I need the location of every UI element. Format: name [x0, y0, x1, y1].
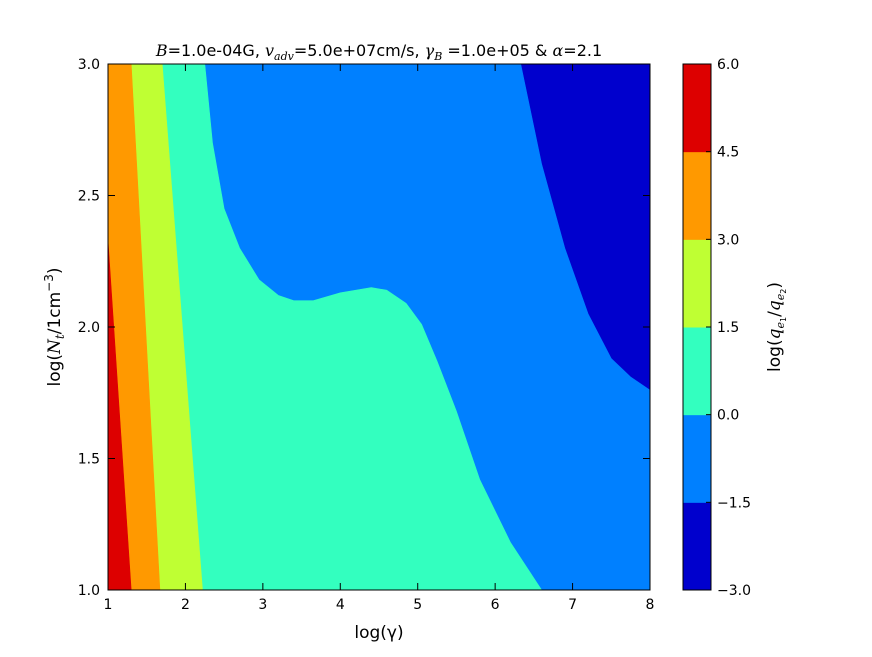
contour-region-2: [107, 63, 543, 591]
chart-title: B=1.0e-04G, vadv=5.0e+07cm/s, γB =1.0e+0…: [155, 41, 602, 63]
cbar-label-prefix: log(: [765, 339, 785, 372]
colorbar-tick-label: −3.0: [717, 583, 751, 599]
y-label-suffix: ): [45, 267, 65, 274]
title-v-symbol: v: [265, 41, 274, 60]
x-tick-label: 3: [258, 597, 267, 613]
colorbar-band: [683, 239, 711, 328]
colorbar: [683, 64, 711, 591]
colorbar-tick-label: 3.0: [717, 232, 739, 248]
colorbar-band: [683, 327, 711, 416]
y-tick-label: 1.5: [78, 452, 100, 468]
y-tick-label: 2.5: [78, 189, 100, 205]
y-tick-label: 2.0: [78, 320, 100, 336]
cbar-label-suffix: ): [765, 282, 785, 289]
cbar-label-q2-subsub: 2: [779, 289, 788, 294]
title-b-value: =1.0e-04G,: [168, 41, 265, 60]
cbar-label-q2-sub: e: [774, 293, 787, 300]
x-tick-label: 2: [181, 597, 190, 613]
y-tick-label: 1.0: [78, 583, 100, 599]
x-tick-label: 5: [413, 597, 422, 613]
title-gamma-value: =1.0e+05 &: [442, 41, 552, 60]
contour-regions: [107, 63, 651, 591]
colorbar-band: [683, 502, 711, 591]
y-label-n-subscript: t: [53, 334, 67, 339]
cbar-label-q1: q: [765, 328, 785, 339]
y-label-unit: /1cm: [45, 292, 65, 334]
x-tick-label: 4: [336, 597, 345, 613]
colorbar-ticks: −3.0 −1.5 0.0 1.5 3.0 4.5 6.0: [706, 57, 751, 599]
colorbar-tick-label: 0.0: [717, 408, 739, 424]
x-tick-label: 7: [568, 597, 577, 613]
x-tick-label: 8: [646, 597, 655, 613]
title-b-symbol: B: [155, 41, 168, 60]
title-gamma-subscript: B: [433, 50, 442, 63]
colorbar-band: [683, 414, 711, 503]
title-v-subscript: adv: [274, 50, 295, 63]
colorbar-tick-label: 1.5: [717, 320, 739, 336]
title-gamma-symbol: γ: [425, 41, 435, 60]
colorbar-band: [683, 64, 711, 153]
cbar-label-slash: /: [765, 311, 785, 317]
y-axis-label: log(Nt/1cm−3): [42, 267, 67, 386]
title-v-value: =5.0e+07cm/s,: [294, 41, 425, 60]
y-label-exponent: −3: [42, 274, 56, 292]
colorbar-band: [683, 151, 711, 240]
x-tick-label: 6: [491, 597, 500, 613]
x-tick-label: 1: [104, 597, 113, 613]
y-tick-label: 3.0: [78, 57, 100, 73]
colorbar-tick-label: 6.0: [717, 57, 739, 73]
cbar-label-q1-sub: e: [774, 322, 787, 329]
title-alpha-value: =2.1: [563, 41, 602, 60]
cbar-label-q1-subsub: 1: [779, 317, 788, 322]
y-axis: 1.0 1.5 2.0 2.5 3.0: [78, 57, 650, 599]
y-label-n-symbol: N: [45, 338, 65, 355]
colorbar-tick-label: −1.5: [717, 495, 751, 511]
y-label-prefix: log(: [45, 354, 65, 387]
colorbar-tick-label: 4.5: [717, 145, 739, 161]
title-alpha-symbol: α: [552, 41, 563, 60]
x-axis-label: log(γ): [354, 623, 403, 643]
cbar-label-q2: q: [765, 300, 785, 311]
x-axis: 1 2 3 4 5 6 7 8: [104, 64, 655, 613]
colorbar-label: log(qe1/qe2): [765, 282, 788, 372]
